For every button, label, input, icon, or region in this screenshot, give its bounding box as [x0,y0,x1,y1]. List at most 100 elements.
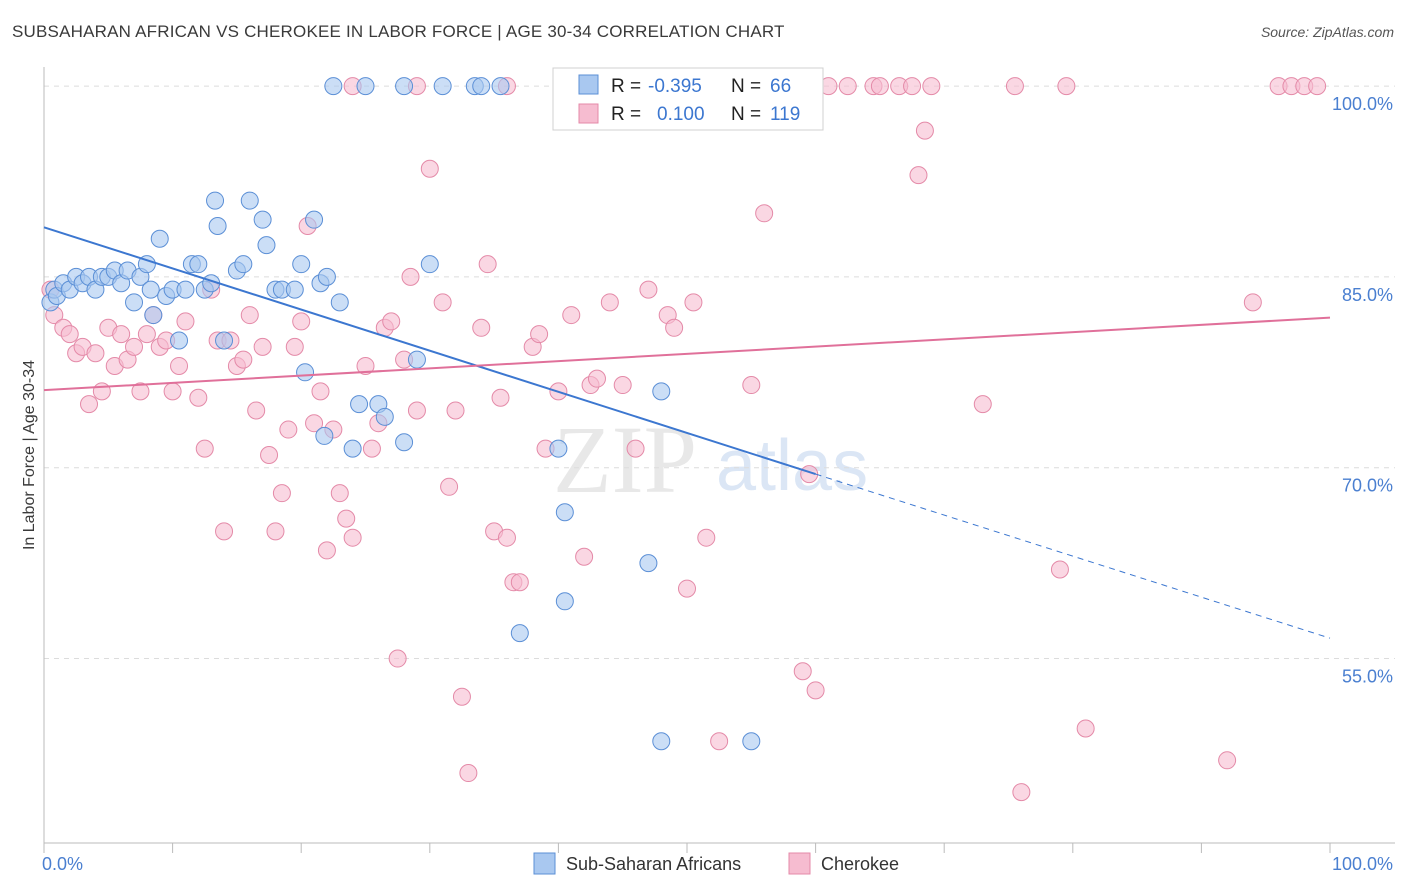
cherokee-point [600,293,619,312]
subsaharan-point [234,255,253,274]
legend-swatch-pink [578,103,599,124]
x-tick-label: 0.0% [42,854,83,874]
cherokee-point [1243,293,1262,312]
subsaharan-point [215,331,234,350]
chart-title: SUBSAHARAN AFRICAN VS CHEROKEE IN LABOR … [12,22,785,41]
grid-lines [44,85,1395,660]
cherokee-point [311,382,330,401]
subsaharan-point [315,426,334,445]
cherokee-point [665,318,684,337]
cherokee-point [1050,560,1069,579]
cherokee-point [305,414,324,433]
cherokee-point [330,484,349,503]
legend-r-value-pink: 0.100 [657,104,705,125]
cherokee-point [163,382,182,401]
cherokee-point [317,541,336,560]
subsaharan-points [41,77,761,751]
subsaharan-trend-line [43,226,816,476]
cherokee-point [710,732,729,751]
trend-lines [43,226,1331,639]
cherokee-point [112,325,131,344]
subsaharan-point [305,210,324,229]
cherokee-point [626,439,645,458]
subsaharan-point [285,280,304,299]
stats-legend: R = -0.395 N = 66 R = 0.100 N = 119 [552,67,824,131]
series-legend-swatch-blue [533,852,556,875]
subsaharan-point [472,77,491,96]
subsaharan-point [555,592,574,611]
cherokee-point [678,579,696,598]
cherokee-point [793,662,812,681]
cherokee-point [575,547,594,566]
subsaharan-point [407,350,426,369]
cherokee-point [1076,719,1095,738]
cherokee-point [497,528,516,547]
legend-n-label-blue: N = [731,76,761,97]
cherokee-point [922,77,941,96]
cherokee-point [838,77,857,96]
cherokee-point [407,401,426,420]
subsaharan-trend-extension [815,473,1331,639]
series-legend-label-pink: Cherokee [821,854,899,874]
subsaharan-point [189,255,208,274]
cherokee-point [266,522,285,541]
tick-labels: 55.0% 70.0% 85.0% 100.0% 0.0% 100.0% [42,94,1393,874]
cherokee-point [472,318,491,337]
series-legend: Sub-Saharan Africans Cherokee [533,852,899,875]
subsaharan-point [433,77,452,96]
cherokee-point [530,325,549,344]
cherokee-point [697,528,716,547]
legend-r-label-pink: R = [611,104,641,125]
subsaharan-point [395,77,414,96]
subsaharan-point [356,77,375,96]
cherokee-point [639,280,658,299]
cherokee-point [247,401,266,420]
cherokee-point [356,356,375,375]
cherokee-point [973,395,992,414]
x-tick-label: 100.0% [1332,854,1393,874]
cherokee-point [292,312,311,331]
cherokee-point [1057,77,1076,96]
cherokee-point [60,325,79,344]
subsaharan-point [150,229,169,248]
cherokee-point [260,446,279,464]
cherokee-point [1218,751,1237,770]
cherokee-point [272,484,291,503]
subsaharan-point [652,382,671,401]
subsaharan-point [652,732,671,751]
cherokee-point [137,325,156,344]
cherokee-point [440,477,459,496]
legend-swatch-blue [578,74,599,95]
legend-r-value-blue: -0.395 [648,76,702,97]
subsaharan-point [208,217,227,236]
subsaharan-point [292,255,311,274]
series-legend-label-blue: Sub-Saharan Africans [566,854,741,874]
subsaharan-point [257,236,276,255]
subsaharan-point [144,306,163,325]
cherokee-point [170,356,189,375]
subsaharan-point [176,280,195,299]
subsaharan-point [639,554,658,573]
cherokee-point [401,267,420,286]
y-tick-label: 100.0% [1332,94,1393,114]
cherokee-point [433,293,452,312]
cherokee-point [1012,783,1031,802]
y-axis-label: In Labor Force | Age 30-34 [21,360,38,550]
cherokee-point [446,401,465,420]
watermark-zip: ZIP [553,406,697,513]
cherokee-point [742,376,761,395]
cherokee-point [755,204,774,223]
cherokee-point [131,382,150,401]
legend-n-value-blue: 66 [770,76,791,97]
subsaharan-point [350,395,369,414]
cherokee-point [337,509,356,528]
y-tick-label: 70.0% [1342,476,1393,496]
cherokee-point [806,681,825,700]
cherokee-point [909,166,928,185]
cherokee-point [459,764,478,783]
cherokee-trend-line [43,316,1331,392]
cherokee-point [510,573,529,592]
cherokee-point [587,369,606,388]
cherokee-point [234,350,253,369]
